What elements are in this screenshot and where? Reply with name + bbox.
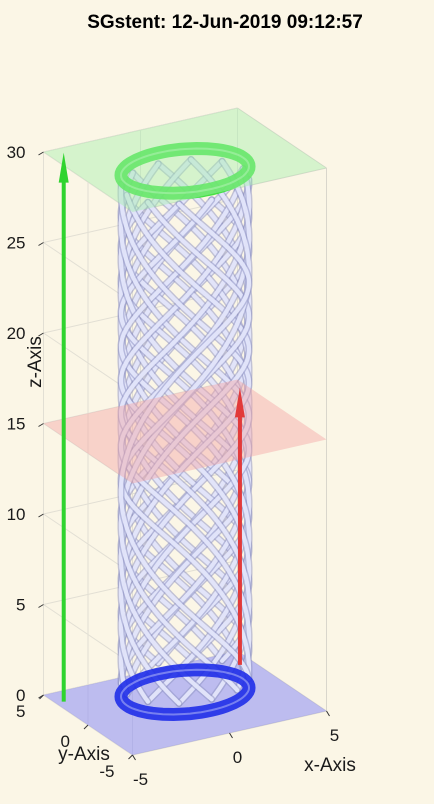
x-tick-mark-2: [326, 710, 330, 717]
stent-strut-9-1: [118, 192, 252, 702]
stent-ring-1: [114, 141, 256, 200]
z-tick-label-2: 10: [7, 505, 26, 524]
arrow-head-0: [58, 152, 69, 183]
x-tick-label-2: 5: [330, 726, 339, 745]
x-tick-mark-1: [229, 732, 233, 739]
plane-layer-front: [43, 108, 327, 484]
arrow-head-1: [234, 387, 245, 418]
stent-ring-highlight-1: [119, 147, 251, 195]
z-tick-label-6: 30: [7, 143, 26, 162]
z-tick-mark-1: [38, 604, 44, 608]
y-axis-label: y-Axis: [58, 744, 110, 765]
z-tick-label-0: 0: [16, 686, 25, 705]
y-tick-label-1: 0: [61, 732, 70, 751]
plane-middle: [43, 379, 327, 484]
z-axis-label: z-Axis: [25, 336, 46, 388]
z-tick-mark-2: [38, 513, 44, 518]
plane-bottom: [43, 651, 327, 755]
y-tick-mark-0: [128, 754, 133, 760]
z-tick-mark-6: [38, 151, 44, 156]
stent-strut-11-1: [118, 201, 252, 681]
z-tick-label-4: 20: [7, 324, 26, 343]
chart-title: SGstent: 12-Jun-2019 09:12:57: [87, 12, 363, 33]
x-tick-label-1: 0: [233, 748, 242, 767]
stent-strut-8-1: [118, 182, 252, 706]
z-tick-label-5: 25: [7, 234, 26, 253]
box-edge-7: [237, 107, 327, 169]
plane-top: [43, 108, 327, 212]
x-axis-label: x-Axis: [304, 755, 356, 776]
arrow-layer: [58, 152, 245, 702]
x-tick-mark-0: [132, 754, 136, 761]
z-tick-mark-4: [38, 332, 44, 337]
z-tick-mark-5: [38, 242, 44, 246]
y-tick-label-0: -5: [99, 762, 114, 781]
plane-layer-back: [43, 651, 327, 755]
y-tick-mark-1: [83, 724, 89, 730]
z-tick-label-1: 5: [16, 596, 25, 615]
stent-ring-0: [114, 663, 256, 722]
z-tick-mark-3: [38, 423, 44, 427]
x-tick-label-0: -5: [133, 770, 148, 789]
y-tick-label-2: 5: [16, 702, 25, 721]
z-tick-label-3: 15: [7, 415, 26, 434]
stent-strut-11-0: [118, 157, 252, 681]
stent-surface: [114, 141, 256, 722]
y-tick-mark-2: [39, 694, 44, 700]
stent-ring-highlight-0: [119, 668, 251, 716]
